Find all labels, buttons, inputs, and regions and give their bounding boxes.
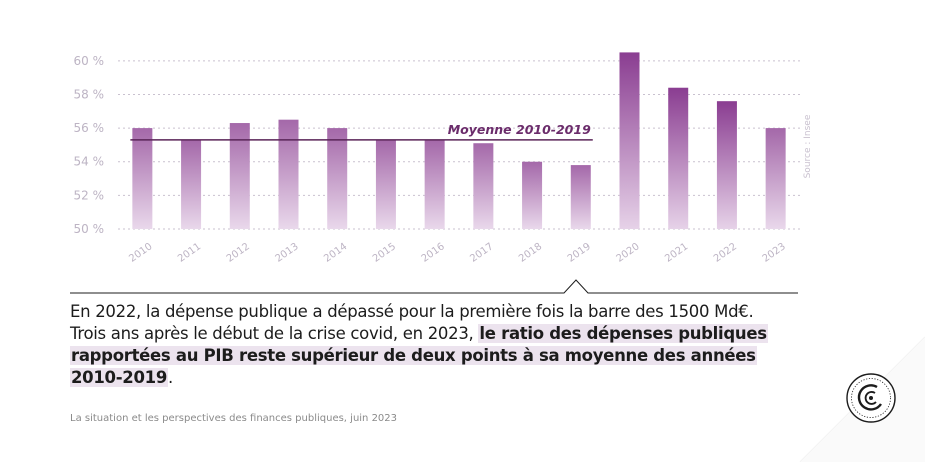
bar-2023 [765,128,786,229]
bar-2011 [181,139,202,229]
bar-2016 [424,139,445,229]
y-tick-label: 56 % [74,121,105,135]
x-tick-label: 2016 [420,241,447,265]
source-label: Source : Insee [803,114,813,178]
bar-2018 [522,161,543,229]
average-line-group: Moyenne 2010-2019 [130,122,593,141]
average-line-label: Moyenne 2010-2019 [448,122,591,137]
x-tick-label: 2014 [322,241,349,265]
x-tick-label: 2020 [614,241,641,265]
bar-2017 [473,143,494,229]
footnote: La situation et les perspectives des fin… [70,413,398,424]
y-axis-ticks: 50 % 52 % 54 % 56 % 58 % 60 % [74,54,105,236]
x-tick-label: 2010 [127,241,154,265]
x-tick-label: 2019 [566,241,593,265]
gridlines [118,60,800,230]
bars [132,52,786,230]
y-tick-label: 60 % [74,54,105,68]
bar-2020 [619,52,640,230]
caption-text: En 2022, la dépense publique a dépassé p… [70,302,754,343]
caption-end: . [168,368,173,387]
y-tick-label: 58 % [74,87,105,101]
bar-2022 [716,101,737,229]
y-tick-label: 54 % [74,155,105,169]
y-tick-label: 52 % [74,188,105,202]
bar-chart: 50 %52 %54 %56 %58 %60 % 2010 2011 2012 201… [70,52,813,294]
x-axis-ticks: 2010 2011 2012 2013 2014 2015 2016 2017 2018 2019… [127,241,787,265]
x-tick-label: 2017 [468,241,495,265]
divider-line [70,279,798,294]
caption: En 2022, la dépense publique a dépassé p… [70,301,770,389]
corner-decoration [799,336,925,462]
x-tick-label: 2012 [225,241,252,265]
bar-2012 [229,123,250,229]
bar-2013 [278,119,299,229]
x-tick-label: 2015 [371,241,398,265]
y-tick-label: 50 % [74,222,105,236]
bar-2015 [375,139,396,229]
logo-seal-icon [846,373,896,423]
bar-2021 [668,87,689,230]
x-tick-label: 2021 [663,241,690,265]
x-tick-label: 2018 [517,241,544,265]
bar-2010 [132,128,153,229]
bar-2019 [570,165,591,229]
x-tick-label: 2011 [176,241,203,265]
x-tick-label: 2013 [273,241,300,265]
bar-2014 [327,128,348,229]
